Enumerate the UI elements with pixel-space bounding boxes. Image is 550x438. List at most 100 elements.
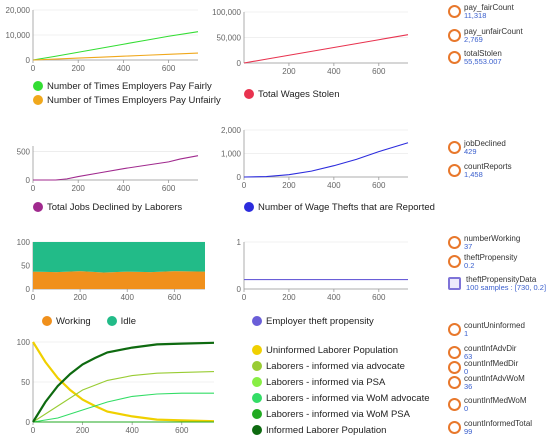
x-tick-label: 200	[72, 184, 86, 193]
x-tick-label: 400	[327, 67, 341, 76]
output-name: pay_fairCount	[464, 3, 514, 12]
legend-item: Number of Wage Thefts that are Reported	[244, 200, 435, 214]
y-tick-label: 0	[26, 418, 31, 427]
x-tick-label: 600	[372, 67, 386, 76]
legend-label: Working	[56, 315, 91, 327]
x-tick-label: 200	[282, 181, 296, 190]
output-item[interactable]: countInfAdvDir 63	[448, 345, 516, 361]
output-circle-icon	[448, 29, 461, 42]
legend-marker	[252, 345, 262, 355]
legend-marker	[252, 393, 262, 403]
chart-informed-population: 0 50 100 0 200 400 600	[0, 336, 230, 435]
x-tick-label: 600	[162, 184, 176, 193]
legend-label: Uninformed Laborer Population	[266, 344, 399, 356]
y-tick-label: 0	[26, 56, 31, 65]
y-tick-label: 10,000	[6, 31, 31, 40]
x-tick-label: 400	[327, 181, 341, 190]
legend-marker	[252, 409, 262, 419]
output-value: 0	[464, 404, 469, 413]
legend-item: Working Idle	[42, 314, 136, 328]
legend-theft-propensity: Employer theft propensity	[252, 314, 374, 328]
output-item[interactable]: pay_fairCount 11,318	[448, 4, 514, 20]
chart-jobs-declined: 0 500 0 200 400 600	[0, 132, 215, 194]
x-tick-label: 0	[31, 184, 36, 193]
output-item[interactable]: numberWorking 37	[448, 235, 520, 251]
x-tick-label: 600	[372, 293, 386, 302]
x-tick-label: 600	[162, 64, 176, 73]
legend-marker	[244, 202, 254, 212]
output-item[interactable]: countInfAdvWoM 36	[448, 375, 525, 391]
x-tick-label: 600	[168, 293, 182, 302]
legend-jobs-declined: Total Jobs Declined by Laborers	[33, 200, 182, 214]
series-line-total-wages-stolen	[243, 34, 409, 64]
chart-thefts-reported: 0 1,000 2,000 0 200 400 600	[200, 124, 415, 194]
legend-item: Total Wages Stolen	[244, 87, 340, 101]
output-name: jobDeclined	[464, 139, 506, 148]
output-name: numberWorking	[464, 234, 521, 243]
y-tick-label: 0	[237, 285, 242, 294]
output-name: countUninformed	[464, 321, 525, 330]
output-circle-icon	[448, 421, 461, 434]
legend-item: Laborers - informed via WoM advocate	[252, 390, 430, 406]
y-tick-label: 1,000	[221, 150, 242, 159]
series-area-idle	[33, 242, 205, 273]
legend-label: Total Jobs Declined by Laborers	[47, 201, 183, 213]
legend-label: Laborers - informed via WoM advocate	[266, 392, 430, 404]
y-tick-label: 0	[26, 176, 31, 185]
legend-label: Employer theft propensity	[266, 315, 374, 327]
y-tick-label: 20,000	[6, 6, 31, 15]
output-value: 0	[464, 367, 469, 376]
output-circle-icon	[448, 236, 461, 249]
legend-marker	[33, 202, 43, 212]
output-item[interactable]: countInfMedWoM 0	[448, 397, 527, 413]
output-name: countInfAdvWoM	[464, 374, 525, 383]
output-value: 429	[464, 147, 477, 156]
legend-marker	[33, 81, 43, 91]
legend-working-idle: Working Idle	[42, 314, 136, 328]
output-item[interactable]: theftPropensity 0.2	[448, 254, 517, 270]
output-circle-icon	[448, 376, 461, 389]
output-name: theftPropensityData	[466, 275, 537, 284]
legend-item: Laborers - informed via advocate	[252, 358, 430, 374]
y-tick-label: 0	[26, 285, 31, 294]
series-line-informed-laborer-population	[32, 341, 215, 423]
x-tick-label: 400	[117, 64, 131, 73]
y-tick-label: 1	[237, 238, 242, 247]
output-item[interactable]: theftPropensityData 100 samples : [730, 0…	[448, 276, 546, 292]
x-tick-label: 0	[31, 426, 36, 435]
chart-wages-stolen: 0 50,000 100,000 200 400 600	[200, 0, 415, 76]
output-panel: pay_fairCount 11,318 pay_unfairCount 2,769…	[448, 0, 550, 438]
output-value: 0.2	[464, 261, 475, 270]
output-circle-icon	[448, 323, 461, 336]
output-name: countInfMedWoM	[464, 396, 527, 405]
output-item[interactable]: pay_unfairCount 2,769	[448, 28, 523, 44]
y-tick-label: 50,000	[217, 34, 242, 43]
legend-marker	[33, 95, 43, 105]
output-item[interactable]: countUninformed 1	[448, 322, 525, 338]
output-item[interactable]: countInfMedDir 0	[448, 360, 518, 376]
output-circle-icon	[448, 361, 461, 374]
legend-item: Total Jobs Declined by Laborers	[33, 200, 182, 214]
output-item[interactable]: jobDeclined 429	[448, 140, 506, 156]
x-tick-label: 0	[31, 293, 36, 302]
output-value: 100 samples : [730, 0.2]	[466, 283, 547, 292]
output-item[interactable]: totalStolen 55,553.007	[448, 50, 502, 66]
output-value: 99	[464, 427, 473, 436]
output-circle-icon	[448, 51, 461, 64]
output-item[interactable]: countReports 1,458	[448, 163, 512, 179]
y-tick-label: 50	[21, 262, 30, 271]
legend-marker	[42, 316, 52, 326]
dataset-icon	[448, 277, 461, 290]
output-item[interactable]: countInformedTotal 99	[448, 420, 532, 436]
legend-item: Number of Times Employers Pay Unfairly	[33, 93, 221, 107]
x-tick-label: 0	[242, 293, 247, 302]
output-circle-icon	[448, 255, 461, 268]
x-tick-label: 600	[372, 181, 386, 190]
output-name: countReports	[464, 162, 512, 171]
legend-label: Laborers - informed via WoM PSA	[266, 408, 410, 420]
legend-label: Total Wages Stolen	[258, 88, 340, 100]
legend-thefts-reported: Number of Wage Thefts that are Reported	[244, 200, 435, 214]
output-value: 37	[464, 242, 473, 251]
legend-item: Laborers - informed via PSA	[252, 374, 430, 390]
output-value: 1,458	[464, 170, 483, 179]
